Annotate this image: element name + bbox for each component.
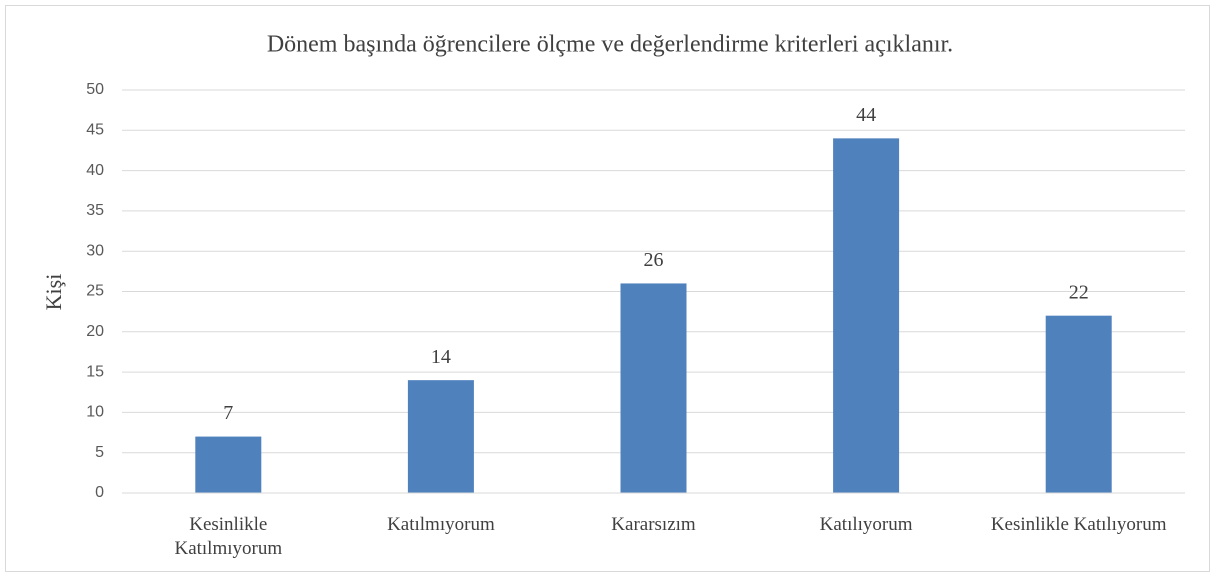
- bar: [195, 436, 262, 493]
- x-tick-label: Katılıyorum: [819, 514, 913, 535]
- x-tick-label: Kesinlikle Katılıyorum: [990, 514, 1167, 535]
- bar: [1045, 315, 1112, 493]
- x-tick-label: Kararsızım: [611, 514, 696, 535]
- bar: [407, 380, 474, 493]
- data-label: 14: [431, 346, 451, 368]
- data-label: 26: [644, 249, 664, 271]
- y-axis-label: Kişi: [41, 274, 66, 311]
- bar: [833, 138, 900, 494]
- y-tick-label: 15: [86, 363, 104, 380]
- y-tick-label: 50: [86, 81, 104, 98]
- y-tick-label: 0: [95, 484, 104, 501]
- y-tick-label: 20: [86, 323, 104, 340]
- y-tick-label: 35: [86, 202, 104, 219]
- y-tick-label: 40: [86, 162, 104, 179]
- bar: [620, 283, 687, 493]
- chart-title: Dönem başında öğrencilere ölçme ve değer…: [267, 32, 953, 58]
- y-tick-label: 45: [86, 122, 104, 139]
- x-tick-label: Katılmıyorum: [387, 514, 495, 535]
- y-tick-label: 10: [86, 404, 104, 421]
- y-tick-label: 30: [86, 242, 104, 259]
- x-tick-label: Kesinlikle Katılmıyorum: [174, 514, 283, 559]
- data-label: 44: [856, 104, 876, 126]
- data-label: 7: [223, 402, 233, 424]
- data-label: 22: [1069, 281, 1089, 303]
- y-tick-label: 5: [95, 444, 104, 461]
- y-tick-label: 25: [86, 283, 104, 300]
